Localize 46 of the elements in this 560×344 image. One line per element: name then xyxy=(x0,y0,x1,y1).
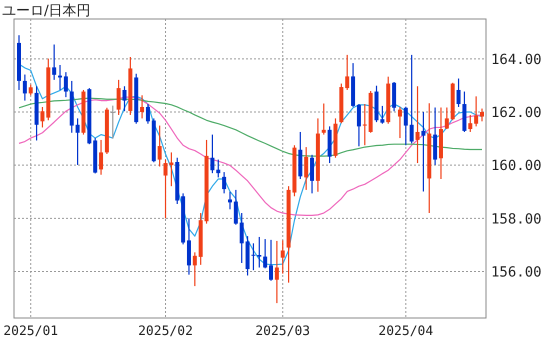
candlestick xyxy=(356,103,361,147)
candlestick xyxy=(380,105,384,124)
candlestick xyxy=(110,105,115,140)
candlestick xyxy=(304,146,308,190)
candlestick xyxy=(416,86,420,164)
candlestick xyxy=(169,152,174,187)
candlestick xyxy=(421,111,426,192)
candlestick xyxy=(263,238,268,269)
candlestick xyxy=(140,94,144,119)
candlestick xyxy=(398,106,402,139)
candlestick xyxy=(280,240,285,274)
ytick-label: 162.00 xyxy=(491,105,542,122)
candlestick xyxy=(99,139,104,176)
candlestick xyxy=(310,154,314,194)
ytick-label: 158.00 xyxy=(491,211,542,228)
candlestick xyxy=(228,191,232,210)
ytick-label: 160.00 xyxy=(491,158,542,174)
ytick-label: 156.00 xyxy=(491,264,542,280)
title: ユーロ/日本円 xyxy=(2,3,91,19)
xtick-label: 2025/03 xyxy=(255,324,310,339)
candlestick xyxy=(158,124,162,168)
candlestick xyxy=(216,158,220,178)
candlestick xyxy=(58,64,62,91)
candlestick xyxy=(164,158,168,219)
candlestick xyxy=(146,103,150,124)
candlestick xyxy=(52,44,56,80)
candlestick xyxy=(40,106,44,128)
candlestick xyxy=(22,74,27,102)
candlestick xyxy=(122,86,126,112)
candlestick xyxy=(480,108,484,122)
candlestick xyxy=(76,118,80,166)
xtick-label: 2025/04 xyxy=(378,324,434,339)
candlestick xyxy=(64,72,68,98)
candlestick xyxy=(116,79,121,116)
ytick-label: 164.00 xyxy=(491,52,542,68)
candlestick xyxy=(28,84,33,96)
candlestick xyxy=(210,134,214,174)
candlestick xyxy=(274,240,279,304)
candlestick xyxy=(269,239,274,282)
candlestick xyxy=(251,242,256,271)
candlestick xyxy=(257,236,262,268)
candlestick xyxy=(456,78,461,108)
xtick-label: 2025/02 xyxy=(138,324,193,339)
candlestick xyxy=(322,102,326,136)
candlestick xyxy=(222,171,226,194)
xtick-label: 2025/01 xyxy=(3,324,58,339)
